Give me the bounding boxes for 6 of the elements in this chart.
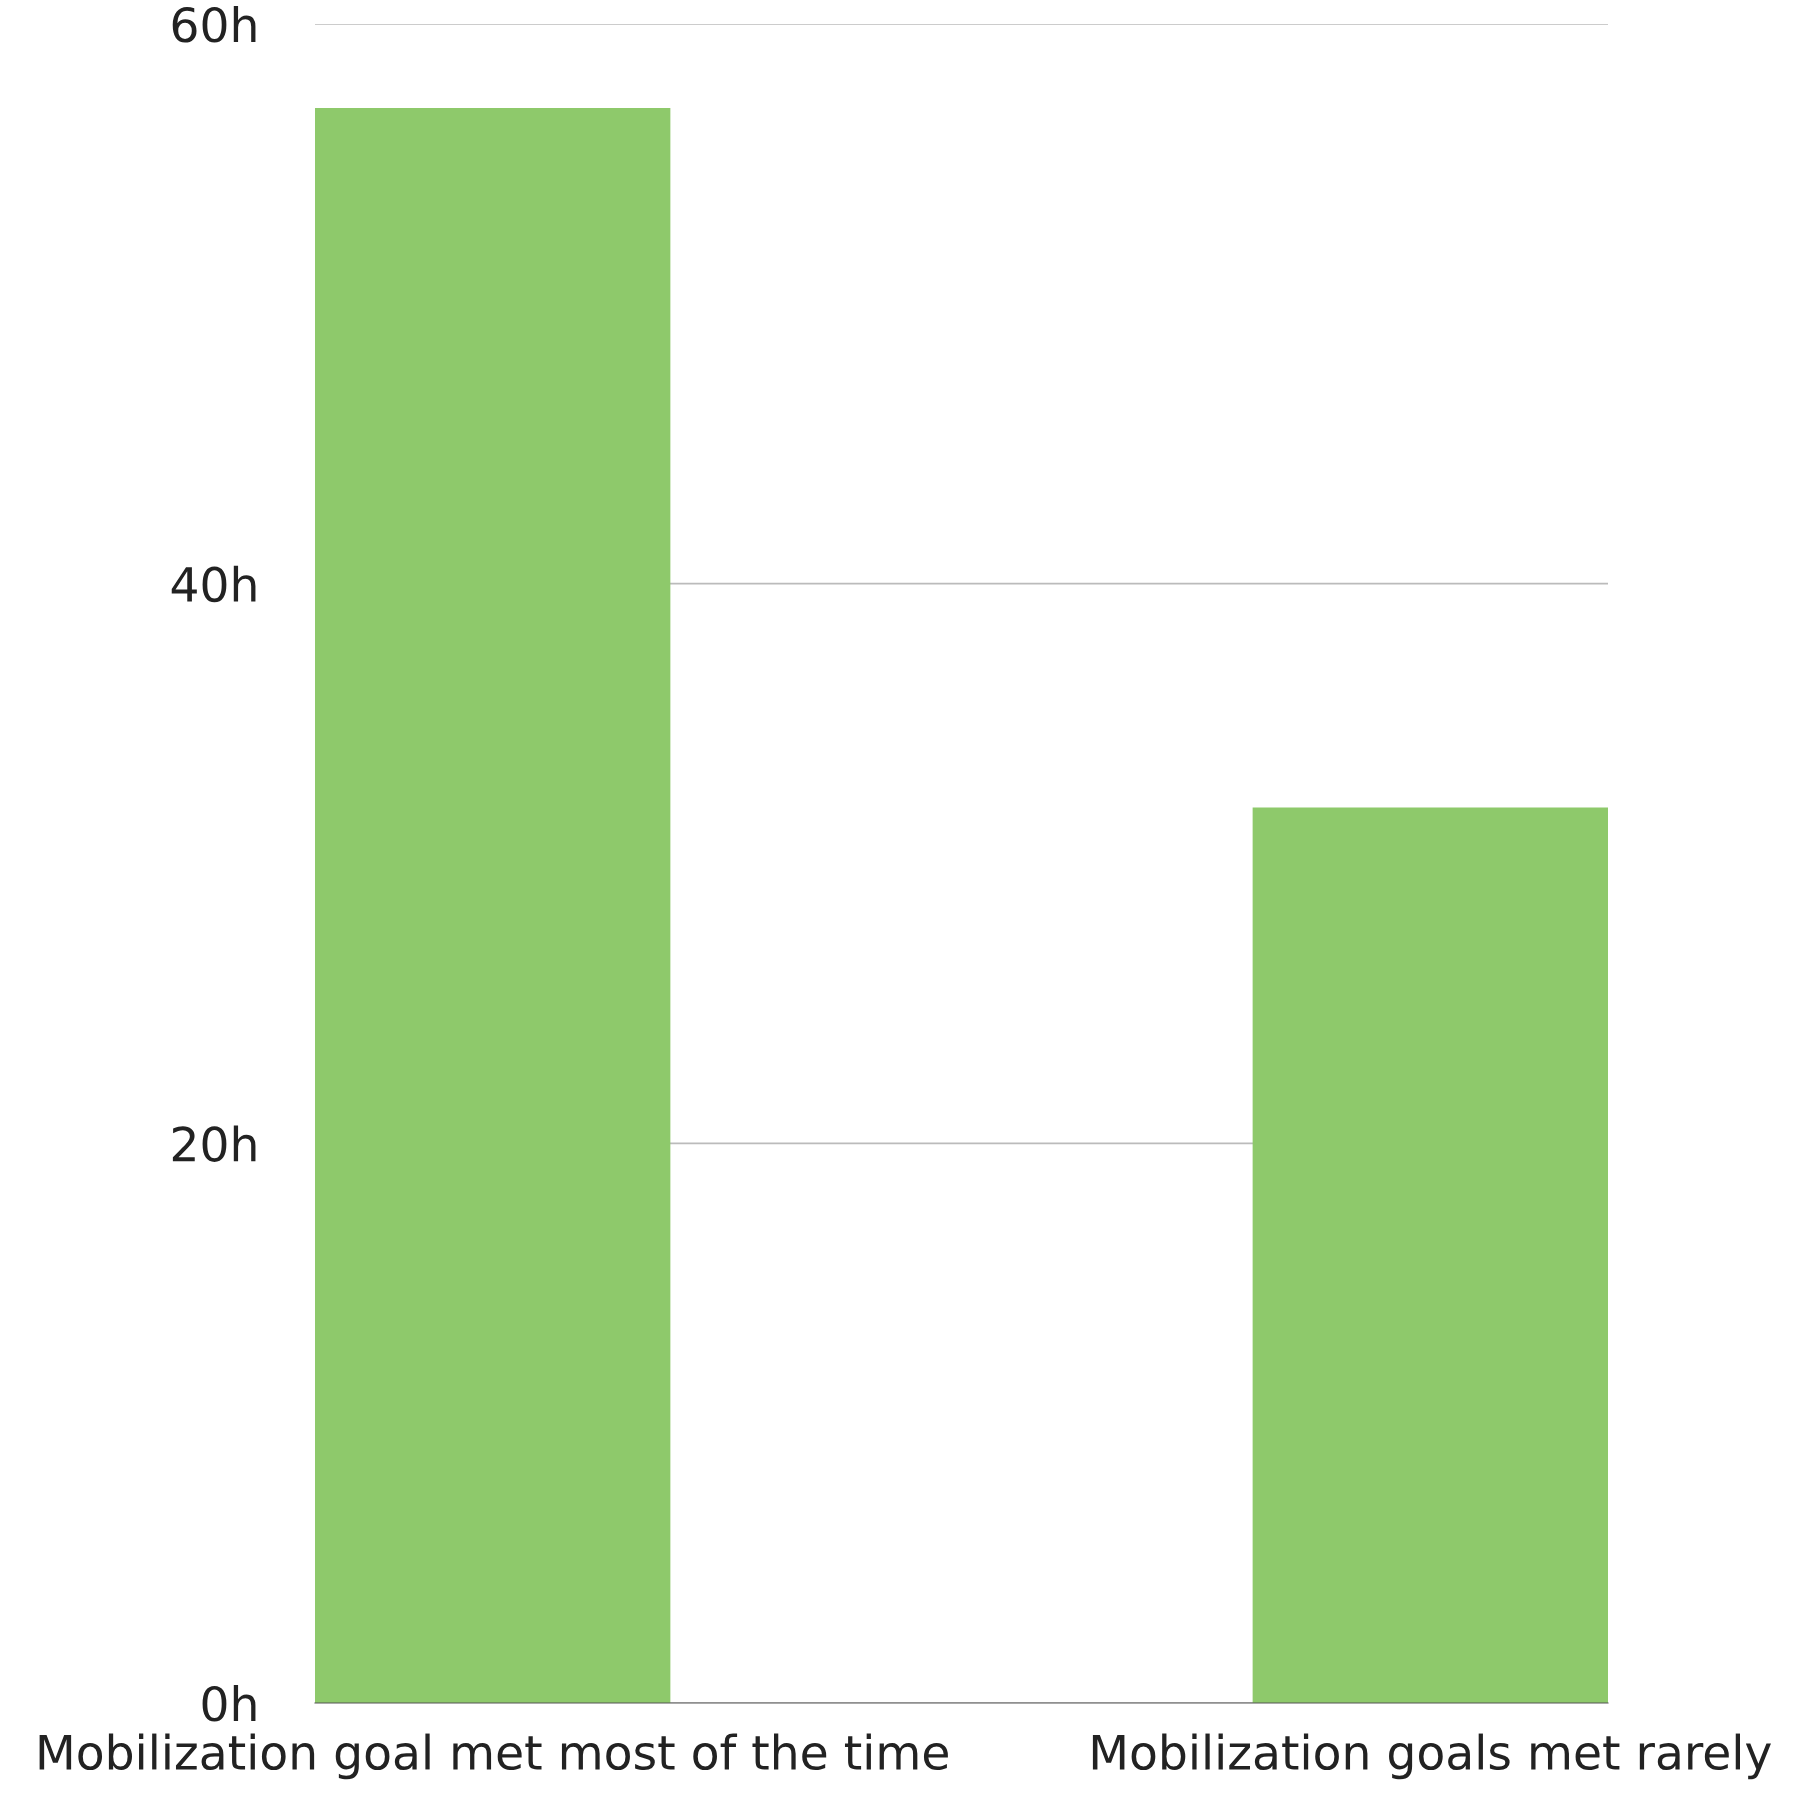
y-tick-label: 40h: [171, 565, 256, 603]
x-tick-label: Mobilization goals met rarely: [1092, 1733, 1771, 1780]
y-tick-label: 0h: [202, 1685, 256, 1722]
x-tick-label: Mobilization goal met most of the time: [39, 1733, 948, 1780]
y-tick-label: 60h: [172, 6, 256, 43]
y-tick-label: 20h: [172, 1125, 256, 1162]
